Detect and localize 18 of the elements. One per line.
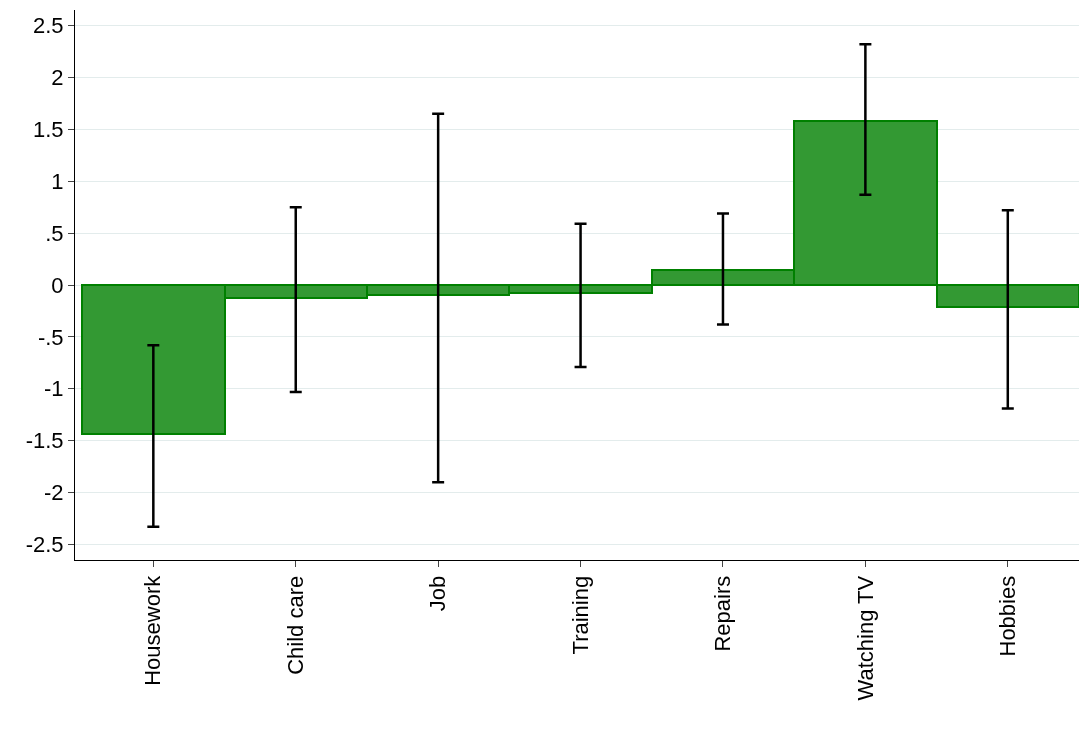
y-tick-label: 0 (51, 272, 64, 298)
y-tick-label: -1 (44, 376, 64, 402)
x-tick-label: Hobbies (994, 575, 1020, 657)
y-tick-label: -1.5 (25, 428, 64, 454)
x-tick-label: Watching TV (852, 575, 878, 701)
x-tick-label: Job (425, 575, 451, 612)
y-tick-label: -2 (44, 480, 64, 506)
y-tick-label: -.5 (37, 324, 64, 350)
y-tick-label: 1 (51, 168, 64, 194)
x-tick-label: Training (567, 575, 593, 655)
y-tick-label: .5 (45, 220, 64, 246)
y-tick-label: 1.5 (33, 117, 64, 143)
x-tick-label: Child care (282, 575, 308, 675)
x-tick-label: Repairs (710, 575, 736, 652)
x-tick-label: Housework (140, 574, 166, 686)
y-tick-label: 2 (51, 65, 64, 91)
y-tick-label: 2.5 (33, 13, 64, 39)
y-tick-label: -2.5 (25, 532, 64, 558)
